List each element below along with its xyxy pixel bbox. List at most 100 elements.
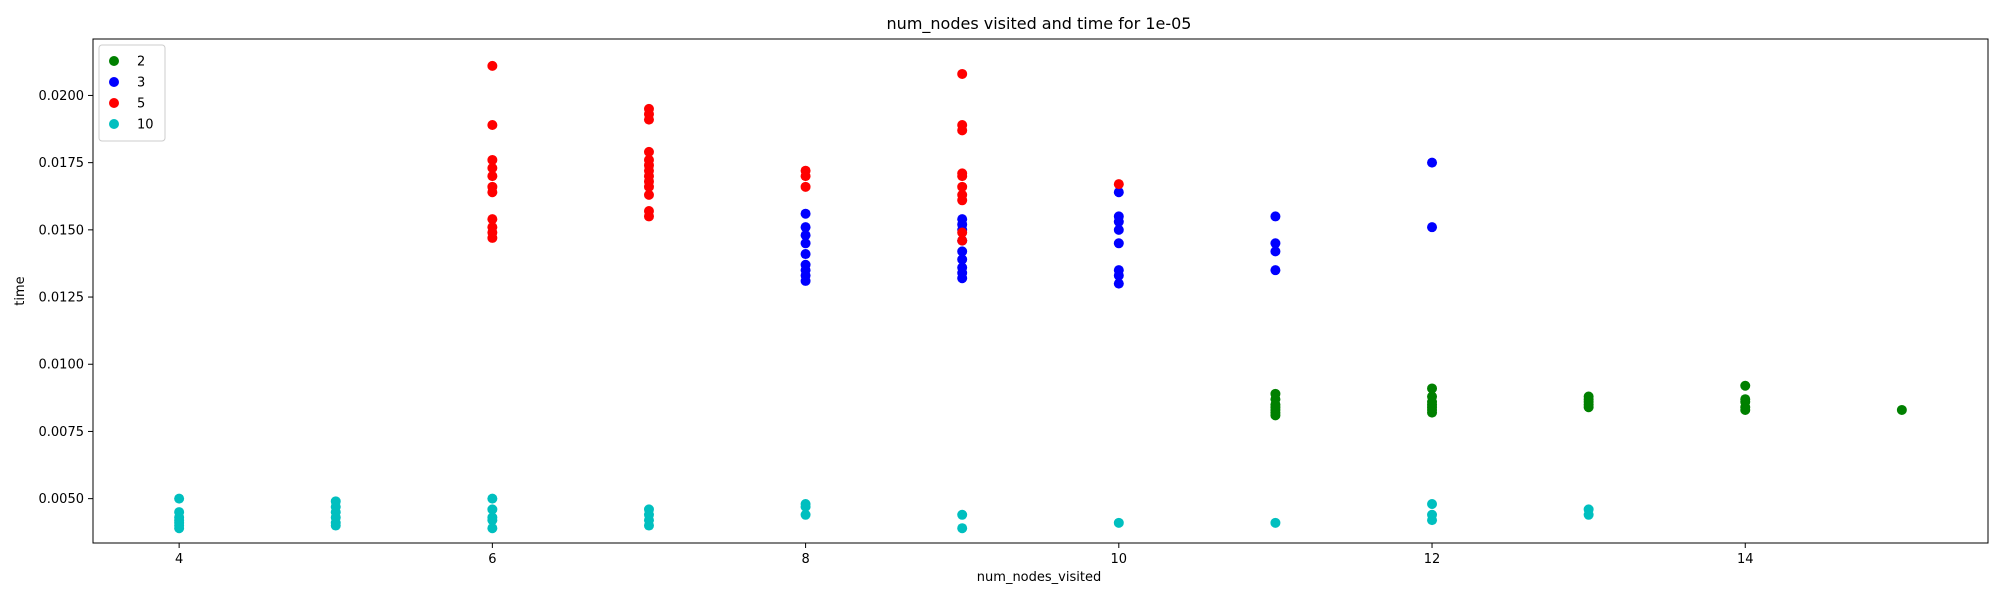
- data-point: [1740, 380, 1751, 391]
- data-point: [1113, 517, 1124, 528]
- data-point: [1113, 179, 1124, 190]
- chart-title: num_nodes visited and time for 1e-05: [887, 14, 1192, 34]
- y-tick-label: 0.0175: [39, 156, 85, 171]
- data-point: [800, 208, 811, 219]
- x-tick-label: 12: [1424, 552, 1441, 567]
- data-point: [1113, 187, 1124, 198]
- data-point: [800, 509, 811, 520]
- data-point: [643, 146, 654, 157]
- series-2: [1270, 380, 1907, 421]
- legend-marker: [109, 77, 119, 87]
- data-point: [1583, 509, 1594, 520]
- data-point: [1270, 211, 1281, 222]
- legend: 2 3 5 10: [98, 44, 166, 142]
- y-axis-label: time: [13, 276, 28, 305]
- data-point: [1113, 278, 1124, 289]
- legend-marker: [109, 98, 119, 108]
- data-point: [174, 493, 185, 504]
- legend-box: [98, 44, 166, 142]
- data-point: [1427, 383, 1438, 394]
- y-tick-label: 0.0050: [39, 492, 85, 507]
- legend-marker: [109, 56, 119, 66]
- data-point: [487, 60, 498, 71]
- data-point: [487, 214, 498, 225]
- legend-marker: [109, 119, 119, 129]
- y-tick-label: 0.0200: [39, 89, 85, 104]
- x-tick-label: 4: [175, 552, 183, 567]
- data-point: [487, 163, 498, 174]
- data-point: [643, 211, 654, 222]
- data-point: [957, 246, 968, 257]
- data-point: [1427, 515, 1438, 526]
- series-10: [174, 493, 1594, 534]
- y-tick-label: 0.0075: [39, 425, 85, 440]
- data-point: [487, 120, 498, 131]
- data-point: [643, 181, 654, 192]
- data-point: [1896, 404, 1907, 415]
- data-point: [800, 501, 811, 512]
- data-point: [957, 509, 968, 520]
- data-point: [330, 520, 341, 531]
- data-point: [487, 154, 498, 165]
- data-point: [174, 523, 185, 534]
- data-point: [1270, 410, 1281, 421]
- data-point: [1270, 517, 1281, 528]
- legend-label: 5: [137, 97, 145, 112]
- data-point: [1270, 246, 1281, 257]
- data-point: [1583, 402, 1594, 413]
- data-point: [800, 249, 811, 260]
- data-point: [1113, 238, 1124, 249]
- x-axis-label: num_nodes_visited: [977, 570, 1101, 585]
- data-point: [957, 254, 968, 265]
- data-point: [957, 181, 968, 192]
- data-point: [957, 523, 968, 534]
- data-point: [487, 493, 498, 504]
- legend-label: 2: [137, 55, 145, 70]
- data-point: [1427, 407, 1438, 418]
- data-point: [957, 68, 968, 79]
- data-point: [1113, 216, 1124, 227]
- data-point: [957, 171, 968, 182]
- data-point: [1113, 224, 1124, 235]
- data-point: [1427, 157, 1438, 168]
- legend-label: 10: [137, 118, 154, 133]
- data-point: [487, 187, 498, 198]
- data-point: [1270, 238, 1281, 249]
- y-tick-label: 0.0125: [39, 291, 85, 306]
- data-point: [487, 523, 498, 534]
- legend-label: 3: [137, 76, 145, 91]
- y-tick-label: 0.0150: [39, 223, 85, 238]
- data-point: [487, 232, 498, 243]
- data-point: [800, 171, 811, 182]
- data-point: [800, 238, 811, 249]
- data-point: [800, 230, 811, 241]
- x-tick-label: 6: [488, 552, 496, 567]
- data-point: [957, 235, 968, 246]
- series-5: [487, 60, 1124, 246]
- data-point: [1427, 499, 1438, 510]
- data-point: [643, 189, 654, 200]
- x-tick-label: 8: [801, 552, 809, 567]
- data-point: [487, 171, 498, 182]
- data-point: [800, 222, 811, 233]
- data-point: [957, 125, 968, 136]
- data-point: [643, 114, 654, 125]
- y-tick-label: 0.0100: [39, 358, 85, 373]
- data-point: [800, 181, 811, 192]
- data-point: [487, 515, 498, 526]
- axes: 4 6 8 10 12 14 0.0050 0.0075 0.0100 0.0125 0.0150 0…: [39, 89, 1754, 567]
- data-point: [957, 273, 968, 284]
- plot-frame: [92, 38, 1989, 544]
- data-point: [1113, 270, 1124, 281]
- data-point: [1427, 222, 1438, 233]
- data-point: [487, 504, 498, 515]
- data-point: [1270, 265, 1281, 276]
- data-point: [1740, 404, 1751, 415]
- x-tick-label: 10: [1111, 552, 1128, 567]
- data-point: [957, 227, 968, 238]
- data-point: [643, 520, 654, 531]
- x-tick-label: 14: [1737, 552, 1754, 567]
- data-point: [957, 195, 968, 206]
